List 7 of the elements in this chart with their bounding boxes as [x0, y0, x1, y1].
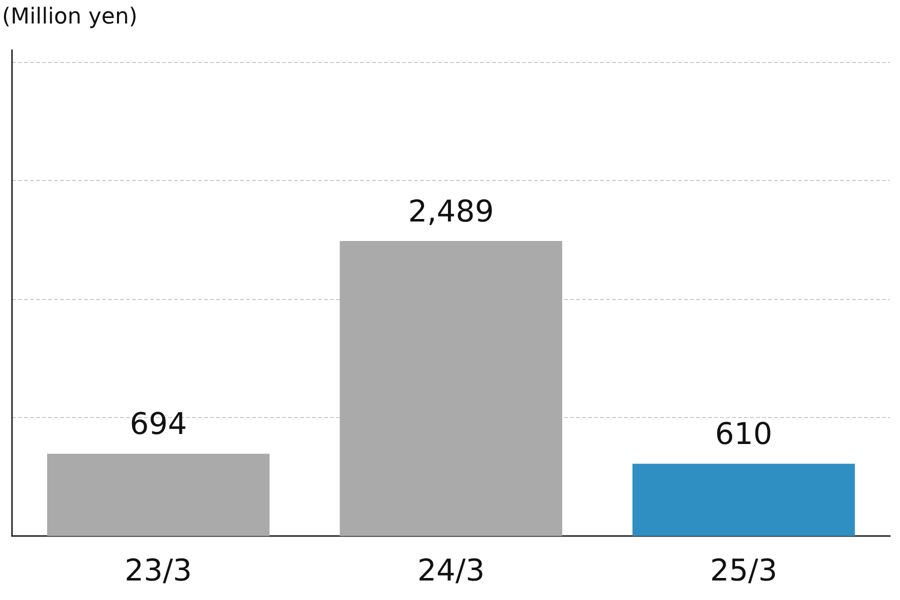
y-axis-title: (Million yen) — [2, 4, 138, 30]
x-tick-label: 23/3 — [124, 554, 192, 588]
data-label: 694 — [130, 407, 187, 442]
data-label: 2,489 — [408, 194, 494, 230]
x-tick-label: 25/3 — [710, 554, 778, 588]
x-tick-label: 24/3 — [417, 554, 485, 588]
data-label: 610 — [715, 417, 772, 452]
